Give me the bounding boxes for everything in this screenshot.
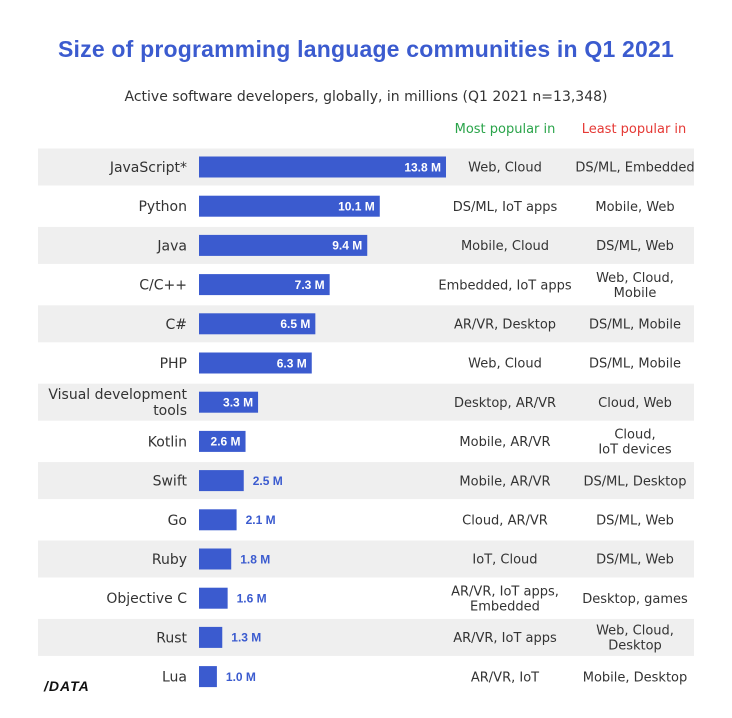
bar-value-label: 1.0 M [226,670,256,684]
least-popular-cell: Desktop, games [582,592,688,607]
bar [199,470,244,492]
bar-value-label: 2.1 M [246,513,276,527]
bar [199,666,217,688]
most-popular-cell: Cloud, AR/VR [462,513,548,528]
bar [199,430,246,452]
category-label: Rust [156,630,187,646]
category-label: Swift [153,474,188,490]
bar-value-label: 7.3 M [295,278,325,292]
bar-value-label: 13.8 M [404,160,441,174]
chart-subtitle: Active software developers, globally, in… [124,89,608,105]
row-stripe [38,540,694,578]
category-label: Objective C [106,591,187,607]
category-label: Kotlin [148,434,187,450]
bar-value-label: 6.3 M [277,356,307,370]
bar-value-label: 2.5 M [253,474,283,488]
bar [199,156,446,178]
bar [199,195,380,217]
category-label: Lua [162,670,187,686]
bar [199,352,312,374]
most-popular-cell: Mobile, AR/VR [459,435,550,450]
bar-value-label: 3.3 M [223,396,253,410]
least-popular-cell: DS/ML, Mobile [589,357,681,372]
most-popular-cell: Embedded, IoT apps [438,278,571,293]
least-popular-cell: DS/ML, Mobile [589,317,681,332]
least-popular-cell: DS/ML, Embedded [575,161,694,176]
bar-value-label: 2.6 M [211,435,241,449]
data-logo: /DATA [44,678,90,694]
most-popular-cell: AR/VR, IoT apps [453,631,557,646]
least-popular-cell: Cloud, IoT devices [598,428,672,458]
most-popular-cell: DS/ML, IoT apps [453,200,558,215]
bar [199,234,368,256]
category-label: Go [168,513,187,529]
bar-value-label: 6.5 M [280,317,310,331]
most-popular-cell: AR/VR, Desktop [454,317,556,332]
bar [199,391,259,413]
least-popular-cell: DS/ML, Web [596,513,674,528]
row-stripe [38,618,694,656]
category-label: C# [165,317,187,333]
bar-value-label: 10.1 M [338,200,375,214]
least-popular-cell: DS/ML, Desktop [584,474,687,489]
category-label: JavaScript* [109,160,187,176]
category-label: C/C++ [139,278,187,294]
most-popular-cell: AR/VR, IoT apps, Embedded [451,584,559,614]
category-label: PHP [160,356,187,372]
category-label: Python [138,199,187,215]
most-popular-cell: Mobile, Cloud [461,239,549,254]
row-stripe [38,383,694,421]
bar [199,548,232,570]
bar [199,509,237,531]
least-popular-cell: Cloud, Web [598,396,672,411]
chart-title: Size of programming language communities… [57,36,674,62]
bar [199,313,316,335]
bar [199,626,223,648]
bar-value-label: 1.8 M [240,552,270,566]
least-popular-cell: Web, Cloud, Desktop [596,624,674,654]
category-label: Ruby [152,552,187,568]
row-stripe [38,305,694,343]
least-popular-header: Least popular in [581,122,687,137]
most-popular-cell: Mobile, AR/VR [459,474,550,489]
most-popular-cell: IoT, Cloud [472,553,537,568]
least-popular-cell: DS/ML, Web [596,553,674,568]
least-popular-cell: Mobile, Desktop [583,670,688,685]
least-popular-cell: Web, Cloud, Mobile [596,271,674,301]
most-popular-cell: Web, Cloud [468,161,542,176]
category-label: Java [156,238,187,254]
category-label: Visual development tools [48,387,187,419]
most-popular-cell: AR/VR, IoT [471,670,539,685]
bar [199,587,228,609]
bar-value-label: 1.3 M [231,631,261,645]
most-popular-cell: Web, Cloud [468,357,542,372]
most-popular-cell: Desktop, AR/VR [454,396,556,411]
bar-value-label: 1.6 M [237,592,267,606]
bar-value-label: 9.4 M [332,239,362,253]
bar [199,274,330,296]
row-stripe [38,462,694,500]
least-popular-cell: DS/ML, Web [596,239,674,254]
most-popular-header: Most popular in [454,122,556,137]
least-popular-cell: Mobile, Web [595,200,674,215]
